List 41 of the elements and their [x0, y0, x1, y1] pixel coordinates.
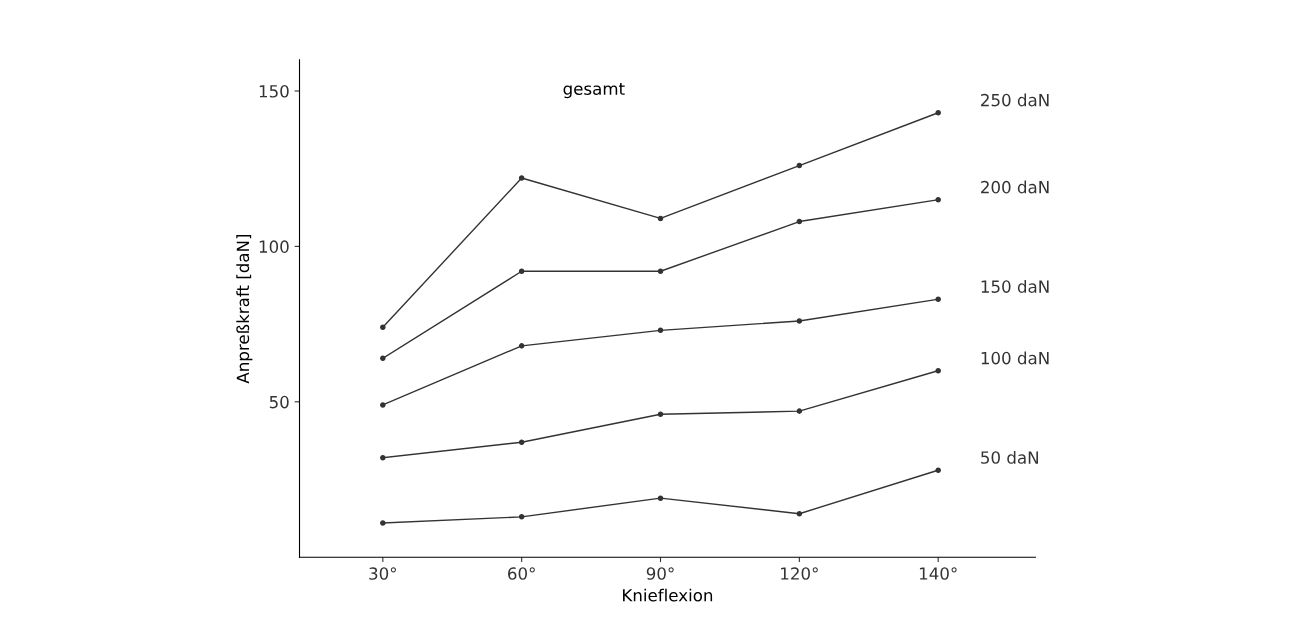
- text: 250 daN: [981, 93, 1049, 107]
- point: [796, 408, 803, 414]
- y-tick-label: 100: [259, 240, 289, 253]
- y-tick-label: 50: [269, 395, 289, 409]
- text: gesamt: [563, 83, 625, 99]
- point: [796, 162, 803, 169]
- point: [518, 268, 525, 275]
- y-tick-label: 150: [259, 84, 289, 98]
- text: 200 daN: [981, 180, 1049, 194]
- point: [657, 411, 664, 418]
- point: [935, 196, 941, 203]
- point: [657, 495, 664, 501]
- point: [380, 520, 386, 526]
- point: [935, 467, 941, 473]
- x-tick-label: 60°: [508, 567, 535, 580]
- x-tick-label: 30°: [369, 567, 396, 580]
- point: [518, 439, 525, 446]
- text: 150 daN: [981, 280, 1049, 293]
- point: [796, 318, 803, 324]
- x-tick-label: 90°: [646, 567, 674, 580]
- point: [518, 343, 525, 349]
- point: [380, 324, 386, 330]
- text: 50 daN: [981, 450, 1038, 464]
- point: [935, 367, 941, 374]
- point: [796, 218, 803, 225]
- x-axis-title: Knieflexion: [623, 588, 713, 602]
- y-axis-title: Anpreßkraft [daN]: [236, 234, 253, 384]
- text: 100 daN: [981, 351, 1049, 365]
- x-tick-label: 120°: [781, 567, 818, 580]
- point: [518, 175, 525, 181]
- point: [657, 268, 664, 275]
- point: [518, 514, 525, 520]
- point: [380, 355, 386, 362]
- point: [657, 327, 664, 334]
- x-tick-label: 140°: [919, 567, 957, 580]
- point: [935, 296, 941, 303]
- point: [657, 215, 664, 222]
- point: [380, 402, 386, 408]
- point: [796, 510, 803, 517]
- point: [380, 454, 386, 461]
- point: [935, 109, 941, 116]
